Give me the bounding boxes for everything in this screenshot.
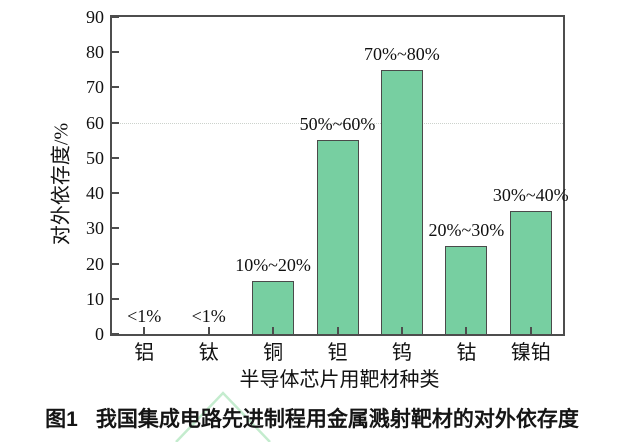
figure-caption-title: 我国集成电路先进制程用金属溅射靶材的对外依存度 bbox=[95, 408, 579, 431]
y-tick-label: 50 bbox=[86, 147, 104, 168]
y-tick-label: 20 bbox=[86, 253, 104, 274]
bar bbox=[445, 245, 488, 334]
y-tick-label: 60 bbox=[86, 112, 104, 133]
y-tick-mark bbox=[112, 51, 119, 54]
y-tick-label: 40 bbox=[86, 183, 104, 204]
plot-area: 0 10 20 30 40 50 60 70 80 90 <1% 铝 <1% 钛 10%~20% 铜 50%~6… bbox=[86, 7, 569, 364]
y-tick-label: 90 bbox=[86, 7, 104, 27]
x-category-label: 钨 bbox=[391, 342, 412, 364]
figure-caption-label: 图1 bbox=[45, 408, 78, 431]
y-tick-mark bbox=[112, 156, 119, 159]
y-tick-mark bbox=[112, 86, 119, 89]
x-tick-mark bbox=[207, 327, 210, 334]
bar bbox=[380, 69, 423, 334]
bar bbox=[509, 210, 552, 334]
y-tick-label: 80 bbox=[86, 42, 104, 63]
x-category-label: 镍铂 bbox=[510, 342, 551, 364]
x-tick-mark bbox=[400, 327, 403, 334]
y-axis-title: 对外依存度/% bbox=[50, 122, 73, 246]
bar-value-label: <1% bbox=[191, 306, 226, 326]
y-tick-mark bbox=[112, 121, 119, 124]
x-tick-mark bbox=[336, 327, 339, 334]
x-category-label: 铝 bbox=[134, 342, 155, 364]
x-tick-mark bbox=[143, 327, 146, 334]
y-tick-mark bbox=[112, 227, 119, 230]
x-category-label: 钛 bbox=[198, 342, 219, 364]
x-category-label: 铜 bbox=[263, 342, 284, 364]
bar-value-label: 70%~80% bbox=[364, 43, 440, 64]
bar-value-label: 30%~40% bbox=[492, 184, 569, 205]
bar-value-label: 50%~60% bbox=[299, 114, 376, 135]
x-tick-mark bbox=[465, 327, 468, 334]
y-tick-label: 0 bbox=[95, 324, 104, 344]
y-tick-mark bbox=[112, 192, 119, 195]
y-tick-label: 70 bbox=[86, 77, 104, 98]
x-category-label: 钴 bbox=[456, 342, 477, 364]
y-tick-label: 10 bbox=[86, 288, 104, 309]
x-axis-title: 半导体芯片用靶材种类 bbox=[239, 369, 440, 391]
x-category-label: 钽 bbox=[327, 342, 348, 364]
x-tick-mark bbox=[529, 327, 532, 334]
y-tick-mark bbox=[112, 16, 119, 18]
bar-value-label: 10%~20% bbox=[235, 255, 311, 276]
bar-value-label: <1% bbox=[127, 306, 162, 326]
bar bbox=[316, 140, 359, 334]
y-tick-mark bbox=[112, 262, 119, 265]
y-tick-mark bbox=[112, 297, 119, 300]
y-tick-label: 30 bbox=[86, 218, 104, 239]
reference-gridline bbox=[112, 122, 563, 124]
bar bbox=[252, 281, 295, 334]
y-tick-mark bbox=[112, 333, 119, 335]
bar-value-label: 20%~30% bbox=[428, 219, 505, 240]
watermark-chevron-icon bbox=[175, 391, 271, 442]
x-tick-mark bbox=[272, 327, 275, 334]
figure-caption: 图1 我国集成电路先进制程用金属溅射靶材的对外依存度 bbox=[0, 403, 624, 433]
